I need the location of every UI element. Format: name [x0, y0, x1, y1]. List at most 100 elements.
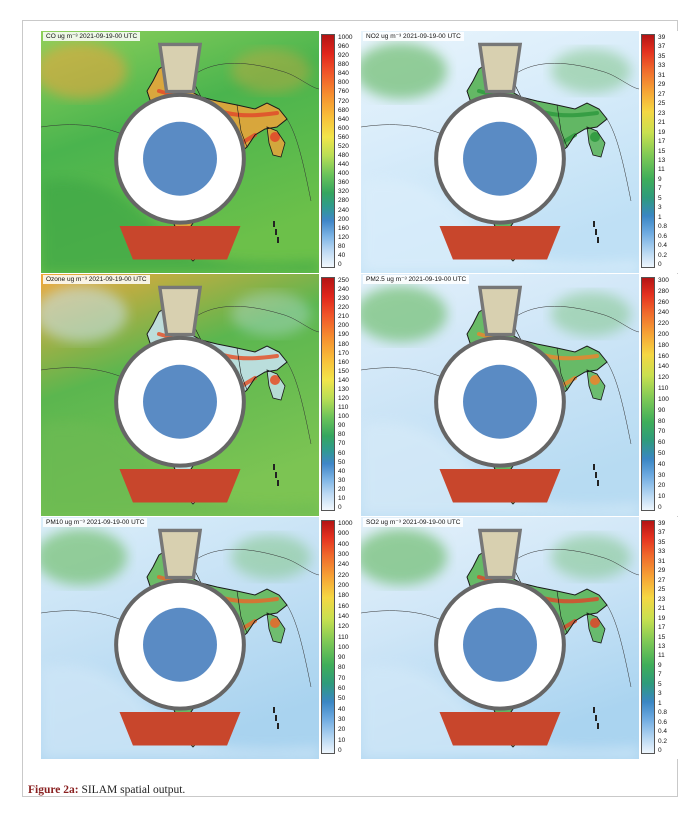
colorbar-tick-label: 15 [658, 147, 666, 155]
colorbar-tick-label: 180 [338, 340, 349, 348]
colorbar-tick-label: 0 [658, 504, 662, 511]
colorbar-tick-label: 3 [658, 690, 662, 698]
colorbar-tick-label: 31 [658, 557, 666, 565]
panel-title: Ozone ug m⁻³ 2021-09-19-00 UTC [43, 275, 150, 284]
colorbar-tick-label: 760 [338, 88, 349, 96]
colorbar-tick-label: 50 [658, 449, 666, 457]
colorbar-tick-label: 110 [658, 385, 669, 393]
country-border [510, 549, 639, 576]
colorbar-tick-label: 0.8 [658, 223, 668, 231]
colorbar-tick-label: 30 [338, 716, 346, 724]
andaman-island [595, 715, 597, 721]
map-panel-pm25: PM2.5 ug m⁻³ 2021-09-19-00 UTC 300 280 260 2… [361, 274, 679, 516]
andaman-island [277, 723, 279, 729]
plume-northwest [41, 529, 127, 585]
hotspot-kolkata [590, 375, 600, 385]
plume-northwest [41, 286, 127, 342]
country-border [510, 306, 639, 333]
colorbar-tick-label: 0 [658, 261, 662, 268]
northeast-border [266, 369, 286, 401]
plume-northeast [231, 292, 311, 336]
colorbar-tick-label: 10 [338, 736, 346, 744]
hotspot-kolkata [270, 132, 280, 142]
map-panel-co: CO ug m⁻³ 2021-09-19-00 UTC 1000 960 920 880… [41, 31, 359, 273]
colorbar-tick-label: 3 [658, 204, 662, 212]
andaman-island [275, 229, 277, 235]
map-area: PM2.5 ug m⁻³ 2021-09-19-00 UTC [361, 274, 639, 516]
colorbar-tick-label: 150 [338, 367, 349, 375]
colorbar-tick-label: 190 [338, 331, 349, 339]
panel-title: PM2.5 ug m⁻³ 2021-09-19-00 UTC [363, 275, 470, 284]
colorbar-tick-label: 11 [658, 166, 665, 174]
colorbar-tick-label: 160 [338, 358, 349, 366]
ocean-field [361, 665, 639, 759]
colorbar-tick-label: 11 [658, 652, 665, 660]
state-boundary [556, 104, 568, 148]
map-panel-pm10: PM10 ug m⁻³ 2021-09-19-00 UTC 1000 900 400 3… [41, 517, 359, 759]
colorbar-tick-label: 0.4 [658, 728, 668, 736]
imd-emblem-icon [434, 42, 566, 260]
colorbar-tick-label: 9 [658, 661, 662, 669]
country-border [286, 604, 312, 688]
colorbar-tick-label: 19 [658, 128, 666, 136]
plume-northwest [361, 43, 447, 99]
colorbar-tick-label: 40 [658, 460, 666, 468]
plume-northeast [551, 49, 631, 93]
colorbar-tick-label: 80 [658, 417, 666, 425]
colorbar-tick-label: 5 [658, 194, 662, 202]
colorbar-tick-label: 10 [338, 494, 346, 502]
country-border [510, 63, 639, 90]
colorbar-tick-label: 140 [658, 363, 669, 371]
colorbar-tick-label: 0 [338, 261, 342, 268]
colorbar-tick-label: 240 [338, 286, 349, 294]
colorbar-tick-label: 680 [338, 106, 349, 114]
ocean-field [361, 422, 639, 516]
andaman-island [275, 715, 277, 721]
imd-emblem-icon [114, 285, 246, 503]
hotspot-kolkata [270, 375, 280, 385]
ocean-field [41, 665, 319, 759]
imd-emblem-icon [434, 528, 566, 746]
hotspot-kolkata [270, 618, 280, 628]
colorbar-tick-label: 130 [338, 385, 349, 393]
colorbar-tick-label: 13 [658, 642, 666, 650]
colorbar-tick-label: 7 [658, 671, 662, 679]
colorbar-tick-label: 30 [338, 476, 346, 484]
colorbar-tick-label: 35 [658, 52, 666, 60]
colorbar-tick-label: 23 [658, 109, 666, 117]
panel-title: SO2 ug m⁻³ 2021-09-19-00 UTC [363, 518, 464, 527]
colorbar-tick-label: 220 [338, 304, 349, 312]
colorbar-tick-label: 160 [338, 602, 349, 610]
country-border [606, 604, 632, 688]
colorbar-tick-label: 220 [658, 320, 669, 328]
imd-emblem-icon [434, 285, 566, 503]
colorbar-tick-label: 180 [658, 341, 669, 349]
colorbar-ticks: 39 37 35 33 31 29 27 25 23 21 19 17 15 13 11 9 7 5 3 1 0.8 0.… [658, 520, 679, 754]
colorbar-ticks: 1000 960 920 880 840 800 760 720 680 640 600 560 520… [338, 34, 359, 268]
colorbar-tick-label: 300 [338, 550, 349, 558]
ocean-field [361, 179, 639, 273]
colorbar-tick-label: 70 [658, 428, 666, 436]
colorbar-tick-label: 0.2 [658, 251, 668, 259]
colorbar-tick-label: 21 [658, 119, 666, 127]
andaman-island [273, 464, 275, 470]
country-border [286, 118, 312, 202]
colorbar-tick-label: 60 [338, 449, 346, 457]
northeast-border [586, 369, 606, 401]
colorbar-tick-label: 600 [338, 124, 349, 132]
colorbar-tick-label: 39 [658, 34, 666, 41]
colorbar-tick-label: 40 [338, 705, 346, 713]
colorbar-ticks: 250 240 230 220 210 200 190 180 170 160 150 140 130 1… [338, 277, 359, 511]
colorbar-tick-label: 120 [338, 395, 349, 403]
map-area: CO ug m⁻³ 2021-09-19-00 UTC [41, 31, 319, 273]
colorbar-tick-label: 90 [658, 406, 666, 414]
colorbar-tick-label: 360 [338, 179, 349, 187]
state-boundary [236, 347, 248, 391]
colorbar-tick-label: 13 [658, 156, 666, 164]
andaman-island [595, 229, 597, 235]
colorbar-tick-label: 480 [338, 152, 349, 160]
colorbar-tick-label: 200 [338, 581, 349, 589]
colorbar-tick-label: 37 [658, 529, 666, 537]
colorbar-tick-label: 29 [658, 567, 666, 575]
colorbar-tick-label: 33 [658, 62, 666, 70]
